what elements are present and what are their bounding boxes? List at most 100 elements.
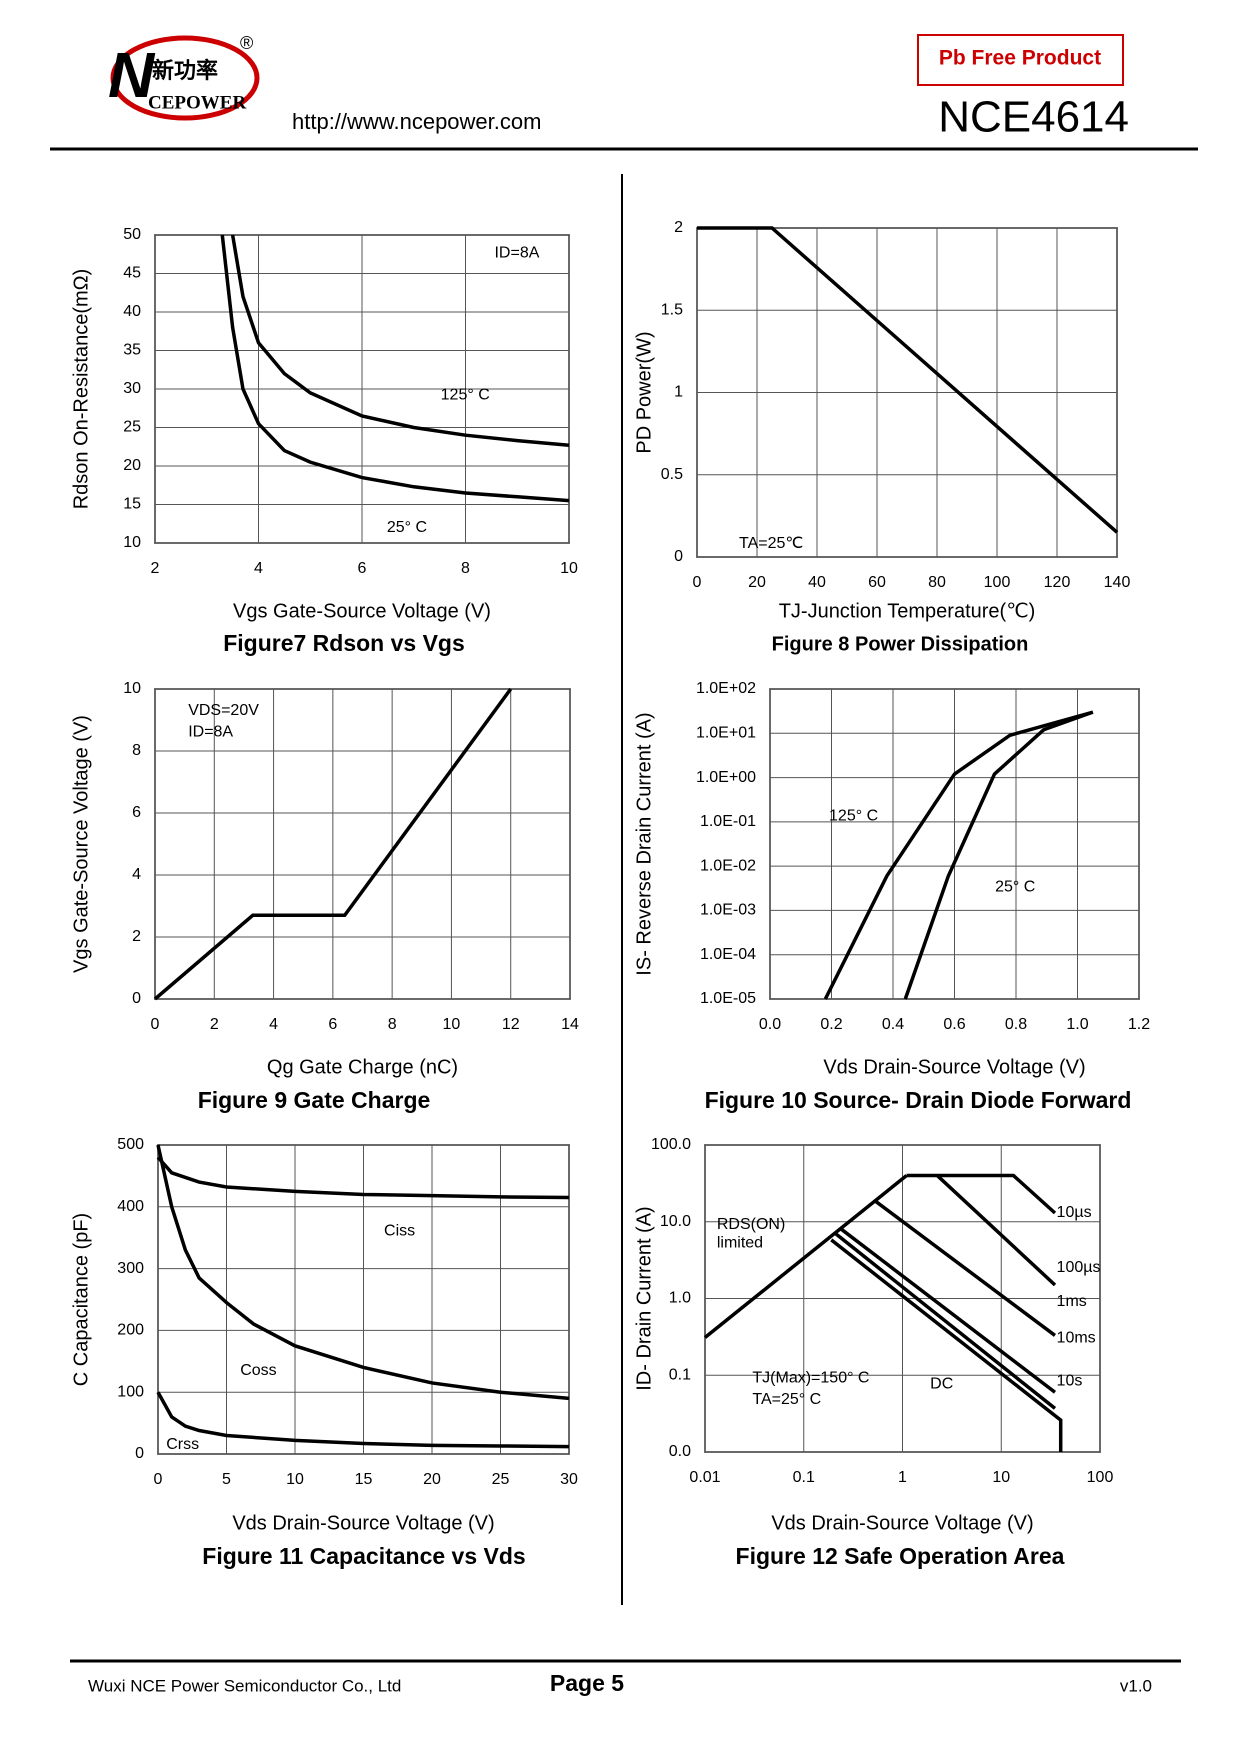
x-tick-label: 4 [269,1016,278,1033]
y-tick-label: 30 [123,380,141,397]
y-tick-label: 200 [117,1322,144,1339]
figure-title: Figure 8 Power Dissipation [772,633,1029,655]
annotation: ID=8A [188,724,233,741]
x-tick-label: 8 [461,560,470,577]
x-tick-label: 25 [492,1471,510,1488]
x-tick-label: 6 [328,1016,337,1033]
curve [840,1227,1057,1394]
figure-title: Figure 11 Capacitance vs Vds [202,1543,525,1569]
footer-version: v1.0 [1120,1676,1152,1695]
x-tick-label: 5 [222,1471,231,1488]
x-tick-label: 40 [808,574,826,591]
x-tick-label: 140 [1104,574,1131,591]
y-tick-label: 2 [132,928,141,945]
y-tick-label: 1.0E-05 [700,990,756,1007]
annotation: Ciss [384,1223,415,1240]
x-axis-label: TJ-Junction Temperature(℃) [779,600,1036,622]
x-tick-label: 15 [355,1471,373,1488]
x-tick-label: 1.2 [1128,1016,1150,1033]
y-tick-label: 1.0E-02 [700,857,756,874]
y-tick-label: 2 [674,219,683,236]
y-tick-label: 1.0 [669,1290,691,1307]
x-axis-label: Vgs Gate-Source Voltage (V) [233,600,491,622]
annotation: Crss [166,1436,199,1453]
x-axis-label: Vds Drain-Source Voltage (V) [771,1512,1033,1534]
curve [906,1173,1057,1215]
badge-box [917,34,1124,86]
curve [153,687,513,1001]
x-tick-label: 0.1 [793,1469,815,1486]
part-number: NCE4614 [938,93,1129,142]
series-label: 10ms [1057,1330,1096,1347]
annotation: 25° C [995,879,1035,896]
x-tick-label: 4 [254,560,263,577]
x-tick-label: 0.8 [1005,1016,1027,1033]
x-tick-label: 10 [992,1469,1010,1486]
y-tick-label: 4 [132,866,141,883]
y-axis-label: IS- Reverse Drain Current (A) [633,712,655,975]
y-tick-label: 0 [132,990,141,1007]
x-tick-label: 2 [151,560,160,577]
curve [156,1156,570,1200]
registered: ® [240,33,253,53]
y-tick-label: 40 [123,303,141,320]
footer-company: Wuxi NCE Power Semiconductor Co., Ltd [88,1676,401,1695]
x-tick-label: 0.0 [759,1016,781,1033]
y-tick-label: 10 [123,534,141,551]
footer-page: Page 5 [550,1670,624,1696]
x-tick-label: 100 [984,574,1011,591]
x-tick-label: 0 [151,1016,160,1033]
x-tick-label: 20 [748,574,766,591]
y-tick-label: 500 [117,1136,144,1153]
y-tick-label: 1.0E+00 [696,769,756,786]
x-tick-label: 0 [693,574,702,591]
y-tick-label: 1.0E+02 [696,680,756,697]
curve [834,1232,1057,1410]
x-tick-label: 1.0 [1066,1016,1088,1033]
x-tick-label: 10 [560,560,578,577]
annotation: Coss [240,1362,276,1379]
x-tick-label: 12 [502,1016,520,1033]
url: http://www.ncepower.com [292,109,541,134]
curve [697,226,1119,534]
curve [903,710,1094,1000]
series-label: 100µs [1057,1259,1101,1276]
y-axis-label: ID- Drain Current (A) [633,1206,655,1390]
y-tick-label: 8 [132,742,141,759]
annotation: 125° C [829,807,878,824]
y-tick-label: 10 [123,680,141,697]
y-tick-label: 0.1 [669,1366,691,1383]
y-tick-label: 400 [117,1198,144,1215]
y-tick-label: 1.0E+01 [696,725,756,742]
y-tick-label: 1.5 [661,301,683,318]
logo-en: CEPOWER [148,92,246,113]
x-axis-label: Vds Drain-Source Voltage (V) [823,1056,1085,1078]
figure-title: Figure 12 Safe Operation Area [736,1543,1065,1569]
x-tick-label: 0.6 [943,1016,965,1033]
series-label: 10µs [1057,1204,1092,1221]
figure-title: Figure7 Rdson vs Vgs [223,630,465,656]
y-tick-label: 300 [117,1260,144,1277]
curve [874,1199,1057,1337]
curve [823,710,1094,1000]
annotation: limited [717,1234,763,1251]
x-tick-label: 80 [928,574,946,591]
y-tick-label: 25 [123,419,141,436]
y-tick-label: 100.0 [651,1136,691,1153]
annotation: 125° C [441,386,490,403]
x-tick-label: 60 [868,574,886,591]
y-axis-label: PD Power(W) [633,331,655,453]
logo-n: N [108,39,156,111]
x-tick-label: 10 [443,1016,461,1033]
curve [156,1391,570,1449]
y-tick-label: 50 [123,226,141,243]
badge: Pb Free Product [939,47,1101,70]
annotation: TA=25° C [752,1391,821,1408]
annotation: ID=8A [494,245,539,262]
y-tick-label: 6 [132,804,141,821]
x-tick-label: 0.2 [820,1016,842,1033]
curve [220,234,570,503]
y-tick-label: 100 [117,1383,144,1400]
logo-ring [110,35,260,121]
